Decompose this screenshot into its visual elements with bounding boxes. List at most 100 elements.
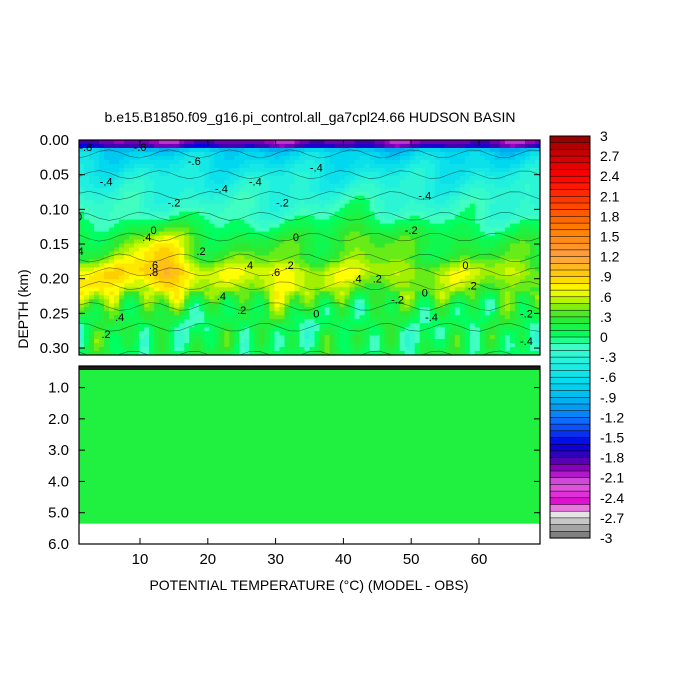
field-cell — [164, 263, 170, 269]
field-cell — [489, 303, 496, 308]
field-cell — [359, 259, 366, 265]
field-cell — [524, 315, 531, 320]
field-cell — [114, 275, 120, 280]
field-cell — [284, 199, 291, 205]
field-cell — [149, 323, 155, 328]
field-cell — [264, 151, 271, 157]
field-cell — [189, 279, 195, 284]
field-cell — [164, 351, 170, 355]
contour-label: -.6 — [134, 142, 147, 154]
field-cell — [529, 171, 536, 177]
field-cell — [289, 235, 296, 241]
field-cell — [269, 223, 276, 229]
field-cell — [444, 267, 451, 272]
field-cell — [489, 267, 496, 272]
field-cell — [209, 140, 215, 145]
field-cell — [184, 279, 190, 284]
field-cell — [274, 159, 281, 165]
field-cell — [424, 275, 431, 280]
field-cell — [129, 275, 135, 280]
field-cell — [124, 183, 130, 189]
field-cell — [504, 231, 511, 237]
field-cell — [429, 243, 436, 249]
field-cell — [184, 339, 190, 344]
field-cell — [419, 211, 426, 217]
field-cell — [254, 283, 260, 288]
field-cell — [354, 271, 361, 276]
field-cell — [349, 215, 356, 221]
field-cell — [89, 167, 95, 173]
field-cell — [414, 219, 421, 225]
field-cell — [299, 263, 306, 269]
field-cell — [304, 255, 311, 261]
field-cell — [459, 179, 466, 185]
field-cell — [449, 339, 456, 344]
field-cell — [99, 143, 105, 149]
field-cell — [354, 171, 361, 177]
field-cell — [294, 239, 301, 245]
field-cell — [464, 275, 471, 280]
field-cell — [394, 143, 401, 149]
field-cell — [384, 143, 391, 149]
field-cell — [99, 175, 105, 181]
field-cell — [224, 143, 230, 149]
field-cell — [219, 283, 225, 288]
field-cell — [334, 199, 341, 205]
field-cell — [399, 203, 406, 209]
field-cell — [159, 219, 165, 225]
field-cell — [474, 159, 481, 165]
field-cell — [224, 287, 230, 292]
field-cell — [474, 283, 481, 288]
field-cell — [309, 323, 316, 328]
field-cell — [234, 219, 240, 225]
field-cell — [314, 323, 321, 328]
field-cell — [134, 235, 140, 241]
field-cell — [129, 199, 135, 205]
field-cell — [139, 163, 145, 169]
field-cell — [264, 319, 271, 324]
field-cell — [524, 347, 531, 352]
field-cell — [309, 199, 316, 205]
field-cell — [239, 235, 245, 241]
field-cell — [409, 140, 416, 145]
field-cell — [89, 163, 95, 169]
field-cell — [94, 147, 100, 153]
field-cell — [354, 339, 361, 344]
field-cell — [469, 187, 476, 193]
field-cell — [469, 259, 476, 265]
field-cell — [464, 175, 471, 181]
field-cell — [199, 327, 205, 332]
field-cell — [449, 179, 456, 185]
field-cell — [409, 171, 416, 177]
field-cell — [419, 315, 426, 320]
field-cell — [94, 299, 100, 304]
field-cell — [169, 155, 175, 161]
field-cell — [414, 287, 421, 292]
field-cell — [209, 219, 215, 225]
field-cell — [289, 155, 296, 161]
field-cell — [354, 327, 361, 332]
field-cell — [259, 159, 265, 165]
field-cell — [464, 187, 471, 193]
field-cell — [264, 231, 271, 237]
field-cell — [439, 215, 446, 221]
field-cell — [254, 183, 260, 189]
field-cell — [154, 243, 160, 249]
field-cell — [144, 271, 150, 276]
field-cell — [199, 303, 205, 308]
field-cell — [179, 140, 185, 145]
field-cell — [524, 263, 531, 269]
field-cell — [379, 195, 386, 201]
field-cell — [134, 279, 140, 284]
field-cell — [94, 275, 100, 280]
field-cell — [154, 183, 160, 189]
field-cell — [294, 155, 301, 161]
field-cell — [164, 279, 170, 284]
field-cell — [494, 247, 501, 253]
field-cell — [534, 223, 540, 229]
field-cell — [149, 315, 155, 320]
field-cell — [419, 263, 426, 269]
field-cell — [234, 171, 240, 177]
field-cell — [329, 319, 336, 324]
field-cell — [249, 143, 255, 149]
